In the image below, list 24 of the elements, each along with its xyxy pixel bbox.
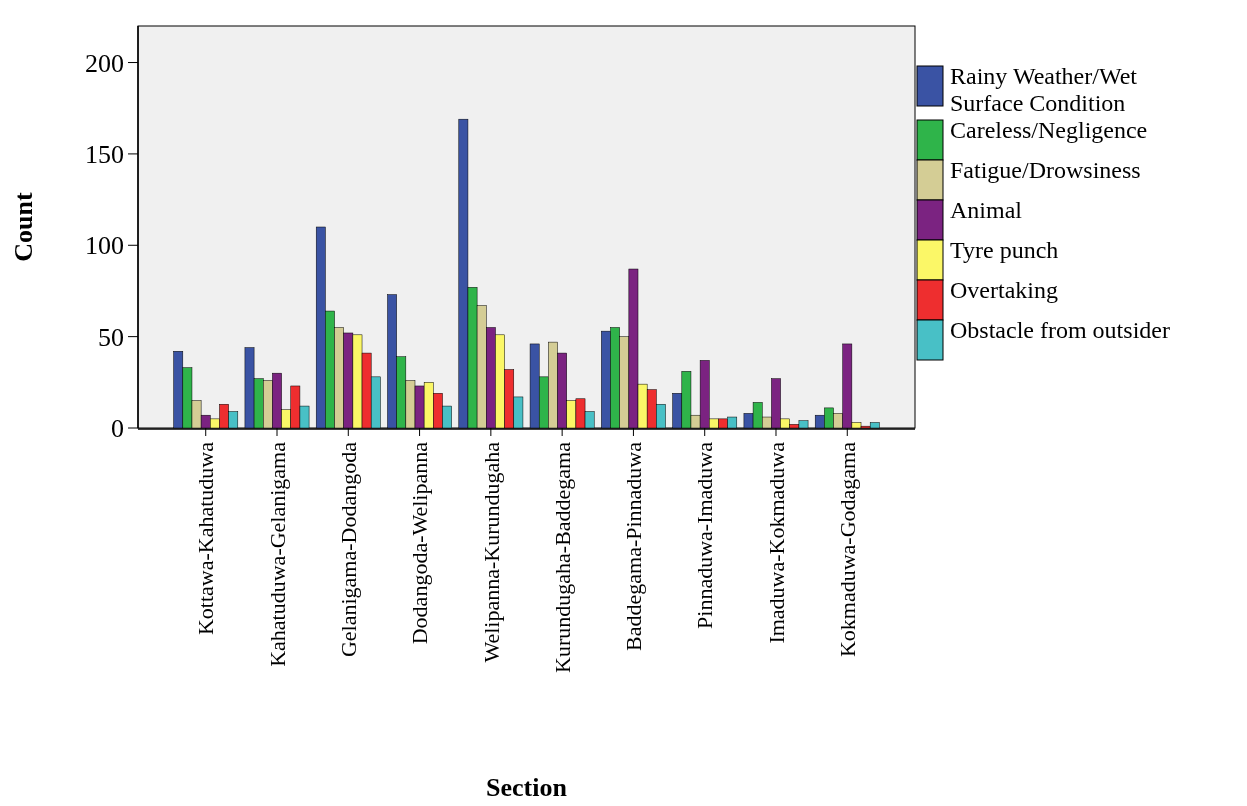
x-tick-label: Pinnaduwa-Imaduwa [692, 441, 718, 629]
x-tick-label: Welipanna-Kurundugaha [478, 441, 504, 663]
legend-label: Fatigue/Drowsiness [950, 157, 1141, 183]
x-tick-label: Baddegama-Pinnaduwa [621, 441, 647, 651]
y-tick-label: 100 [85, 231, 124, 261]
legend-label: Careless/Negligence [950, 117, 1148, 143]
x-tick-label: Kokmaduwa-Godagama [834, 441, 860, 658]
legend-label: Obstacle from outsider [950, 317, 1170, 343]
legend-label: Rainy Weather/Wet Surface Condition [950, 63, 1138, 116]
y-tick-label: 200 [85, 48, 124, 78]
x-tick-label: Kottawa-Kahatuduwa [193, 441, 219, 636]
legend-label: Overtaking [950, 277, 1058, 303]
y-axis-title: Count [9, 191, 38, 262]
x-tick-label: Gelanigama-Dodangoda [335, 441, 361, 658]
y-tick-label: 150 [85, 140, 124, 170]
x-tick-label: Imaduwa-Kokmaduwa [763, 441, 789, 644]
x-tick-label: Dodangoda-Welipanna [407, 441, 433, 645]
legend-label: Animal [950, 197, 1023, 223]
y-tick-label: 50 [98, 322, 124, 352]
x-tick-label: Kahatuduwa-Gelanigama [264, 441, 290, 667]
x-axis-title: Section [486, 773, 568, 802]
y-tick-label: 0 [111, 414, 124, 444]
legend-label: Tyre punch [950, 237, 1059, 263]
x-tick-label: Kurundugaha-Baddegama [549, 441, 575, 673]
